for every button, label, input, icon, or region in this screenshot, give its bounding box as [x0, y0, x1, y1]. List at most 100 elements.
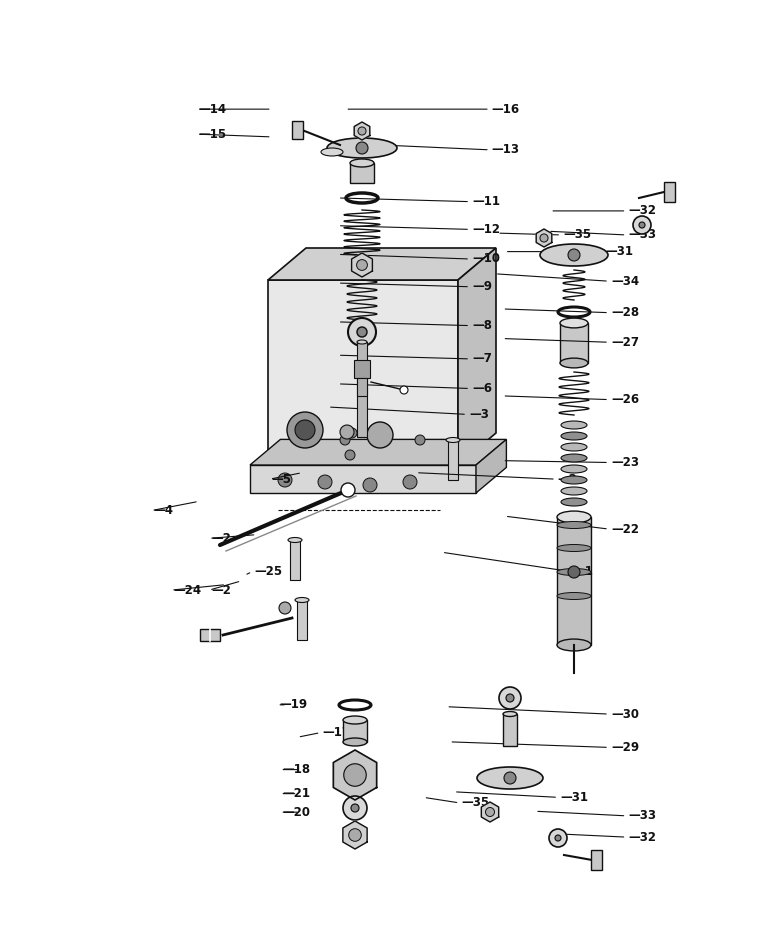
- Ellipse shape: [561, 487, 587, 495]
- Ellipse shape: [561, 498, 587, 506]
- Ellipse shape: [560, 358, 588, 368]
- Text: —32: —32: [628, 204, 657, 217]
- Text: —1: —1: [573, 565, 593, 578]
- Circle shape: [486, 808, 495, 817]
- Ellipse shape: [561, 443, 587, 451]
- Text: —30: —30: [611, 708, 639, 721]
- Text: —11: —11: [472, 195, 500, 208]
- Circle shape: [358, 127, 366, 135]
- Text: —33: —33: [628, 809, 657, 822]
- Text: —25: —25: [254, 565, 282, 578]
- Ellipse shape: [446, 438, 460, 442]
- Ellipse shape: [327, 138, 397, 158]
- Text: —15: —15: [199, 128, 227, 141]
- Text: —34: —34: [611, 275, 639, 288]
- Bar: [343, 720, 367, 742]
- Text: —7: —7: [472, 352, 492, 365]
- Circle shape: [287, 412, 323, 448]
- Circle shape: [568, 249, 580, 261]
- Text: —16: —16: [492, 103, 520, 116]
- Text: —14: —14: [199, 103, 227, 116]
- Circle shape: [348, 829, 361, 842]
- Text: —3: —3: [469, 408, 489, 421]
- Text: —6: —6: [472, 382, 492, 395]
- Bar: [357, 378, 367, 396]
- Circle shape: [363, 478, 377, 492]
- Circle shape: [340, 435, 350, 445]
- Polygon shape: [268, 248, 496, 280]
- Bar: [291, 121, 303, 139]
- Bar: [591, 850, 601, 870]
- Text: —2: —2: [558, 473, 578, 486]
- Ellipse shape: [557, 511, 591, 523]
- Ellipse shape: [557, 569, 591, 575]
- Text: —32: —32: [628, 831, 657, 844]
- Ellipse shape: [343, 716, 367, 724]
- Ellipse shape: [557, 545, 591, 551]
- Bar: [297, 600, 307, 640]
- Bar: [200, 629, 220, 641]
- Circle shape: [347, 428, 357, 438]
- Text: —24: —24: [173, 584, 201, 597]
- Circle shape: [278, 473, 292, 487]
- Ellipse shape: [321, 148, 343, 156]
- Ellipse shape: [557, 593, 591, 599]
- Text: —13: —13: [492, 143, 520, 156]
- Bar: [290, 540, 300, 580]
- Circle shape: [555, 835, 561, 841]
- Polygon shape: [354, 122, 370, 140]
- Circle shape: [341, 483, 355, 497]
- Circle shape: [345, 450, 355, 460]
- Text: —21: —21: [282, 787, 310, 800]
- Ellipse shape: [557, 522, 591, 528]
- Text: —33: —33: [628, 228, 657, 241]
- Polygon shape: [481, 802, 499, 822]
- Polygon shape: [333, 750, 376, 800]
- Text: —9: —9: [472, 280, 492, 293]
- Ellipse shape: [540, 244, 608, 266]
- Polygon shape: [476, 439, 506, 493]
- Text: —8: —8: [472, 319, 492, 332]
- Polygon shape: [268, 280, 458, 465]
- Ellipse shape: [561, 454, 587, 462]
- Polygon shape: [458, 248, 496, 465]
- Text: —20: —20: [282, 806, 310, 819]
- Text: —23: —23: [611, 456, 639, 469]
- Circle shape: [540, 234, 548, 242]
- Circle shape: [633, 216, 651, 234]
- Text: —26: —26: [611, 393, 639, 406]
- Circle shape: [506, 694, 514, 702]
- Ellipse shape: [561, 476, 587, 484]
- Text: —17: —17: [323, 726, 351, 739]
- Polygon shape: [536, 229, 552, 247]
- Text: —10: —10: [472, 253, 500, 265]
- Circle shape: [348, 318, 376, 346]
- Text: —27: —27: [611, 336, 639, 349]
- Text: —31: —31: [560, 791, 588, 804]
- Circle shape: [415, 435, 425, 445]
- Polygon shape: [343, 821, 367, 849]
- Ellipse shape: [557, 639, 591, 651]
- Bar: [663, 182, 675, 202]
- Text: —28: —28: [611, 306, 639, 319]
- Ellipse shape: [343, 738, 367, 746]
- Ellipse shape: [477, 767, 543, 789]
- Bar: [357, 342, 367, 437]
- Bar: [560, 323, 588, 363]
- Text: —19: —19: [279, 698, 307, 711]
- Polygon shape: [250, 439, 506, 465]
- Polygon shape: [250, 465, 476, 493]
- Circle shape: [549, 829, 567, 847]
- Ellipse shape: [561, 432, 587, 440]
- Bar: [557, 517, 591, 645]
- Text: —35: —35: [461, 796, 490, 809]
- Ellipse shape: [350, 159, 374, 167]
- Circle shape: [499, 687, 521, 709]
- Circle shape: [344, 764, 367, 786]
- Circle shape: [400, 386, 408, 394]
- Circle shape: [343, 796, 367, 820]
- Polygon shape: [351, 253, 373, 277]
- Bar: [354, 360, 370, 378]
- Ellipse shape: [561, 465, 587, 473]
- Text: —5: —5: [272, 473, 291, 486]
